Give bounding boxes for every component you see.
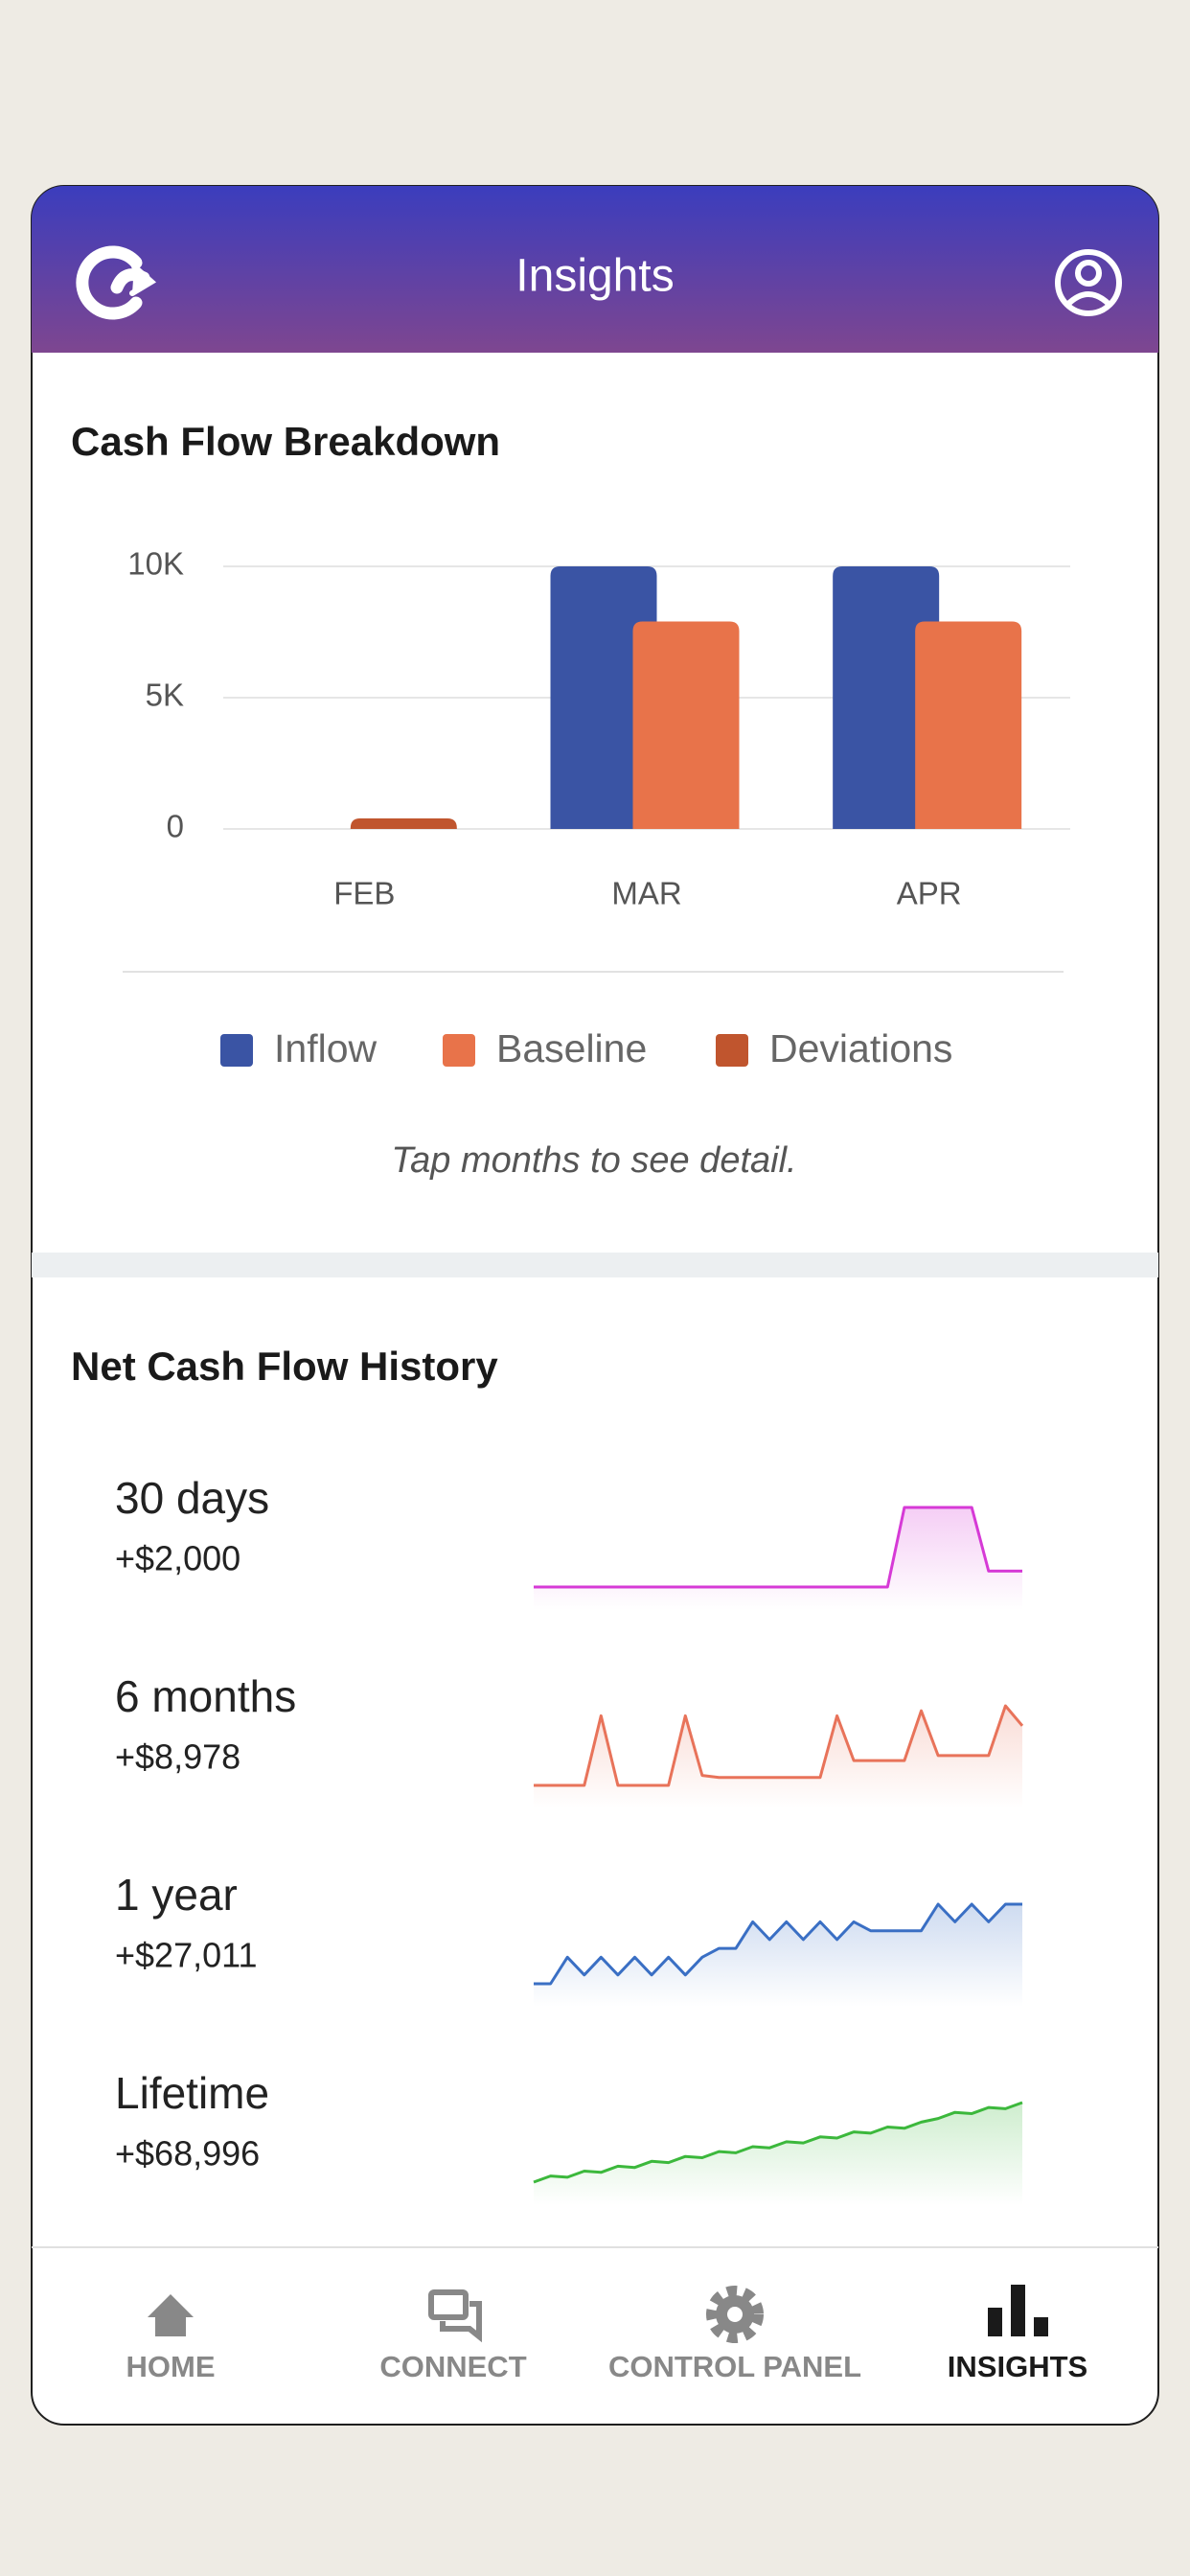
row-amount: +$2,000 bbox=[115, 1539, 240, 1578]
legend-label: Deviations bbox=[769, 1026, 952, 1070]
section-title: Net Cash Flow History bbox=[71, 1344, 498, 1389]
row-label: 1 year bbox=[115, 1870, 238, 1920]
bar bbox=[350, 818, 457, 829]
legend-swatch bbox=[716, 1034, 748, 1067]
chart-title: Cash Flow Breakdown bbox=[71, 419, 500, 464]
x-tick-label: FEB bbox=[333, 876, 395, 911]
y-tick-label: 5K bbox=[146, 678, 184, 713]
nav-label[interactable]: CONTROL PANEL bbox=[608, 2350, 861, 2383]
row-label: 30 days bbox=[115, 1473, 269, 1523]
x-tick-label: APR bbox=[897, 876, 962, 911]
row-amount: +$68,996 bbox=[115, 2134, 260, 2174]
sparkline-fill bbox=[534, 1904, 1022, 2007]
row-amount: +$8,978 bbox=[115, 1737, 240, 1777]
row-label: 6 months bbox=[115, 1671, 296, 1721]
bar bbox=[833, 566, 940, 829]
sparkline-fill bbox=[534, 1706, 1022, 1808]
insights-icon[interactable] bbox=[988, 2285, 1048, 2336]
home-icon[interactable] bbox=[148, 2294, 194, 2336]
connect-icon[interactable] bbox=[428, 2289, 482, 2343]
row-amount: +$27,011 bbox=[115, 1936, 257, 1975]
nav-label[interactable]: HOME bbox=[126, 2350, 216, 2383]
legend-label: Inflow bbox=[274, 1026, 377, 1070]
legend-swatch bbox=[443, 1034, 475, 1067]
row-label: Lifetime bbox=[115, 2068, 269, 2118]
bar bbox=[550, 566, 657, 829]
section-divider bbox=[32, 1253, 1158, 1277]
sparkline bbox=[534, 1506, 1022, 1589]
legend-label: Baseline bbox=[496, 1026, 647, 1070]
header-title: Insights bbox=[515, 251, 674, 302]
bar bbox=[915, 621, 1022, 829]
profile-icon[interactable] bbox=[1055, 249, 1122, 316]
app-logo[interactable] bbox=[76, 245, 157, 320]
legend-swatch bbox=[220, 1034, 253, 1067]
sparkline bbox=[534, 1704, 1024, 1787]
nav-label[interactable]: CONNECT bbox=[379, 2350, 526, 2383]
bar bbox=[632, 621, 740, 829]
y-tick-label: 10K bbox=[127, 546, 184, 582]
nav-label[interactable]: INSIGHTS bbox=[948, 2350, 1087, 2383]
control-panel-icon[interactable] bbox=[706, 2286, 764, 2343]
sparkline bbox=[533, 2101, 1023, 2184]
x-tick-label: MAR bbox=[611, 876, 681, 911]
y-tick-label: 0 bbox=[167, 809, 184, 844]
header-bar bbox=[32, 186, 1158, 353]
chart-note: Tap months to see detail. bbox=[391, 1140, 796, 1181]
sparkline bbox=[534, 1902, 1022, 1986]
